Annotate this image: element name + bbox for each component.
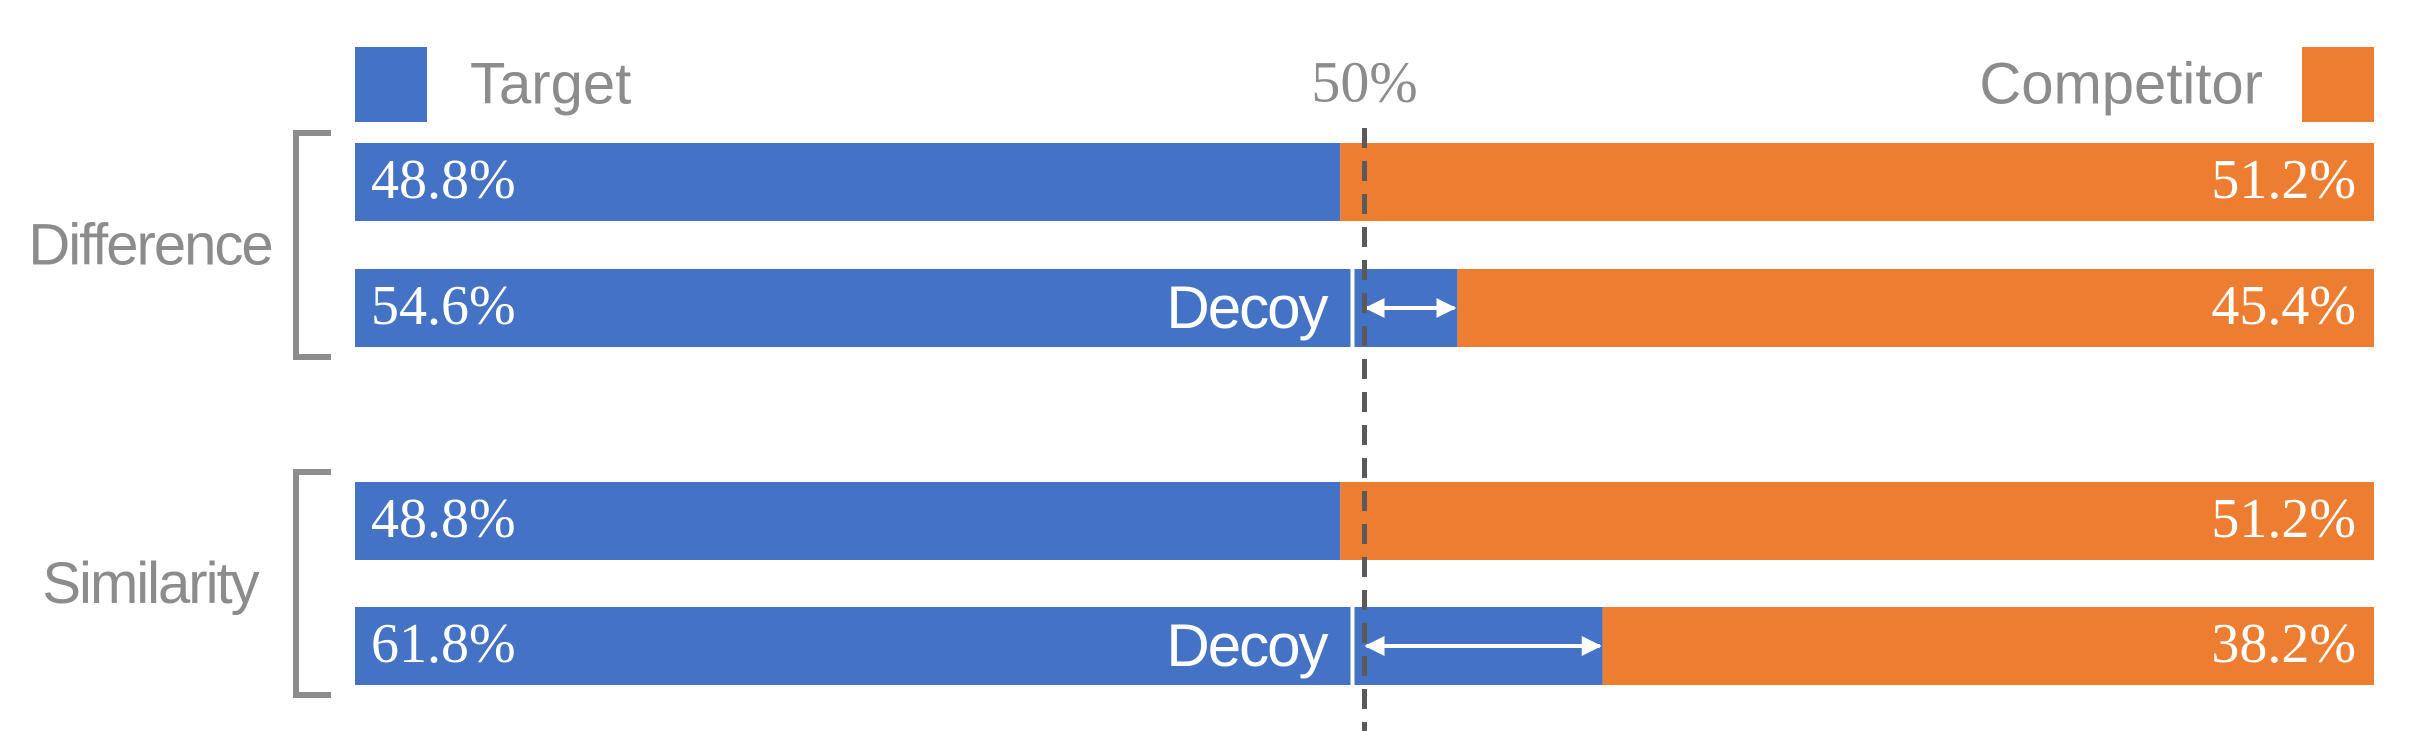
group-label: Similarity <box>42 551 259 616</box>
group-bracket <box>293 130 331 360</box>
bar-annotation: Decoy <box>1166 612 1328 679</box>
bar-segment <box>1602 607 2374 685</box>
value-label: 51.2% <box>2211 488 2356 550</box>
bar-segment <box>1340 143 2374 221</box>
legend-label: Competitor <box>1979 51 2263 116</box>
legend-swatch <box>2302 47 2374 122</box>
value-label: 48.8% <box>371 149 516 211</box>
bar-segment <box>355 269 1458 347</box>
group-label: Difference <box>28 212 271 277</box>
value-label: 48.8% <box>371 488 516 550</box>
legend-swatch <box>355 47 427 122</box>
value-label: 54.6% <box>371 275 516 337</box>
value-label: 51.2% <box>2211 149 2356 211</box>
legend-label: Target <box>470 51 631 116</box>
value-label: 61.8% <box>371 613 516 675</box>
bar-annotation: Decoy <box>1166 274 1328 341</box>
bar-segment <box>1340 482 2374 560</box>
bar-segment <box>355 143 1341 221</box>
bar-segment <box>355 482 1341 560</box>
value-label: 38.2% <box>2211 613 2356 675</box>
bar-segment <box>1457 269 2374 347</box>
reference-label: 50% <box>1311 49 1417 114</box>
value-label: 45.4% <box>2211 275 2356 337</box>
group-bracket <box>293 469 331 698</box>
